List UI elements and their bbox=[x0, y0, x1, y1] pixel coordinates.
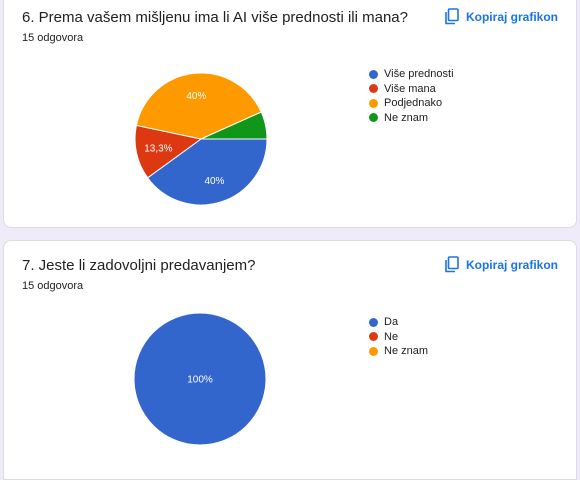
legend-swatch bbox=[369, 113, 378, 123]
legend-label: Da bbox=[384, 316, 399, 329]
legend-item: Više prednosti bbox=[369, 67, 454, 82]
slice-label: 13,3% bbox=[144, 144, 172, 155]
slice-label: 40% bbox=[204, 176, 224, 187]
legend-item: Ne znam bbox=[369, 344, 428, 359]
chart-legend: Da Ne Ne znam bbox=[369, 315, 428, 359]
legend-item: Ne bbox=[369, 330, 428, 345]
slice-label: 40% bbox=[186, 91, 206, 102]
legend-label: Podjednako bbox=[384, 97, 443, 110]
chart-legend: Više prednosti Više mana Podjednako Ne znam bbox=[369, 67, 454, 125]
legend-item: Da bbox=[369, 315, 428, 330]
question-title: 7. Jeste li zadovoljni predavanjem? bbox=[22, 257, 256, 274]
legend-swatch bbox=[369, 332, 378, 342]
legend-label: Više prednosti bbox=[384, 68, 454, 81]
legend-item: Ne znam bbox=[369, 111, 454, 126]
legend-swatch bbox=[369, 346, 378, 356]
pie-chart: 100% bbox=[133, 312, 267, 446]
question-title: 6. Prema vašem mišljenu ima li AI više p… bbox=[22, 9, 408, 26]
copy-icon bbox=[445, 8, 459, 25]
legend-swatch bbox=[369, 69, 378, 79]
question-card: 7. Jeste li zadovoljni predavanjem? 15 o… bbox=[3, 240, 577, 480]
copy-chart-button[interactable]: Kopiraj grafikon bbox=[445, 256, 558, 273]
question-card: 6. Prema vašem mišljenu ima li AI više p… bbox=[3, 0, 577, 228]
legend-item: Više mana bbox=[369, 82, 454, 97]
legend-label: Ne znam bbox=[384, 111, 429, 124]
pie-slice bbox=[200, 111, 268, 140]
legend-swatch bbox=[369, 84, 378, 94]
response-count: 15 odgovora bbox=[22, 32, 84, 44]
legend-swatch bbox=[369, 98, 378, 108]
legend-label: Ne znam bbox=[384, 345, 429, 358]
pie-slice bbox=[146, 138, 268, 206]
copy-chart-button[interactable]: Kopiraj grafikon bbox=[445, 8, 558, 25]
pie-slice bbox=[135, 72, 262, 140]
pie-chart: 40% 13,3% 40% bbox=[134, 72, 268, 206]
copy-chart-label: Kopiraj grafikon bbox=[465, 9, 558, 24]
slice-label: 100% bbox=[187, 375, 213, 386]
legend-swatch bbox=[369, 317, 378, 327]
response-count: 15 odgovora bbox=[22, 280, 84, 292]
pie-slice bbox=[133, 312, 267, 446]
legend-label: Ne bbox=[384, 330, 399, 343]
copy-icon bbox=[445, 256, 459, 273]
copy-chart-label: Kopiraj grafikon bbox=[465, 257, 558, 272]
pie-slice bbox=[134, 124, 203, 179]
legend-label: Više mana bbox=[384, 82, 436, 95]
legend-item: Podjednako bbox=[369, 96, 454, 111]
